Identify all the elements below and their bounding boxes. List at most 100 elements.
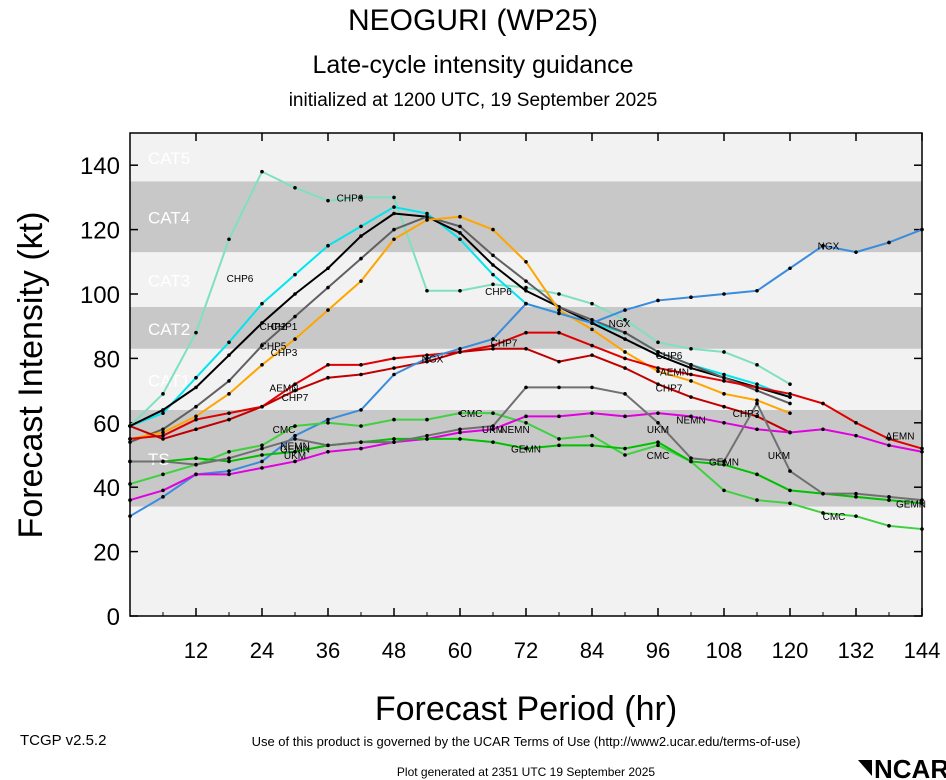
data-point [755,398,759,403]
y-tick-label: 40 [93,475,120,502]
x-tick-label: 72 [514,638,538,663]
data-point [590,301,594,306]
series-label-ngx: NGX [609,319,631,330]
data-point [623,392,627,396]
x-axis-ticks: 12 24 36 48 60 72 84 96 108 120 132 144 [162,133,940,663]
data-point [293,437,297,441]
data-point [227,353,231,357]
data-point [326,443,330,448]
data-point [194,456,198,461]
x-tick-label: 12 [184,638,208,663]
data-point [227,392,231,396]
data-point [359,372,363,377]
data-point [557,385,561,390]
data-point [590,443,594,448]
series-label-aemn: AEMN [660,367,689,378]
series-label-chp6: CHP6 [485,287,512,298]
data-point [161,433,165,438]
data-point [755,385,759,390]
data-point [293,459,297,464]
series-chp5 [128,214,792,444]
data-point [788,395,792,399]
data-point [458,288,462,293]
band-cat1 [130,348,922,410]
series-label-aemn: AEMN [270,383,299,394]
data-point [755,414,759,419]
data-point [293,314,297,319]
data-point [920,501,924,506]
band-label-cat4: CAT4 [148,209,190,228]
series-cmc [128,411,924,531]
data-point [326,308,330,312]
series-label-ukm: UKM [482,425,504,436]
plot-generated-time: Plot generated at 2351 UTC 19 September … [397,765,655,779]
data-point [260,404,264,409]
data-point [161,411,165,415]
data-point [227,379,231,383]
data-point [194,375,198,380]
data-point [689,363,693,367]
series-label-ukm: UKM [768,451,790,462]
data-point [194,462,198,467]
data-point [656,353,660,357]
data-point [722,459,726,464]
data-point [623,337,627,341]
data-point [755,427,759,432]
data-point [128,482,132,486]
x-tick-label: 24 [250,638,274,663]
data-point [392,205,396,209]
data-point [194,330,198,335]
data-point [887,240,891,245]
band-cat2 [130,306,922,349]
data-point [788,488,792,493]
data-point [656,366,660,370]
data-point [425,417,429,422]
data-point [359,234,363,238]
series-chp6 [128,169,792,428]
data-point [590,353,594,357]
series-label-cmc: CMC [823,512,846,523]
data-point [623,414,627,419]
data-point [128,514,132,518]
data-point [425,356,429,361]
series-label-nemn: NEMN [280,441,309,452]
data-point [623,356,627,361]
series-label-chp6: CHP6 [337,193,364,204]
data-point [425,288,429,293]
y-tick-label: 100 [80,282,120,309]
series-label-aemn: AEMN [886,432,915,443]
data-point [623,317,627,322]
chart-subtitle: Late-cycle intensity guidance [312,51,633,79]
data-point [161,495,165,499]
data-point [326,285,330,290]
data-point [524,260,528,264]
data-point [689,456,693,461]
data-point [227,456,231,461]
series-chp1 [128,211,792,428]
data-point [557,437,561,441]
data-point [623,350,627,354]
x-tick-label: 36 [316,638,340,663]
data-point [359,424,363,428]
data-point [821,427,825,432]
series-label-chp6: CHP6 [227,274,254,285]
data-point [260,301,264,306]
data-point [557,330,561,335]
data-point [458,214,462,219]
y-tick-label: 140 [80,153,120,180]
data-point [293,449,297,454]
data-point [788,401,792,406]
data-point [656,369,660,374]
data-point [128,498,132,502]
data-point [128,459,132,464]
data-point [557,292,561,296]
data-point [524,301,528,306]
data-point [491,424,495,428]
terms-of-use[interactable]: Use of this product is governed by the U… [252,734,801,749]
x-tick-label: 120 [772,638,809,663]
data-point [920,227,924,232]
band-label-cat2: CAT2 [148,320,190,339]
data-point [722,462,726,467]
data-point [656,298,660,303]
data-point [392,356,396,361]
